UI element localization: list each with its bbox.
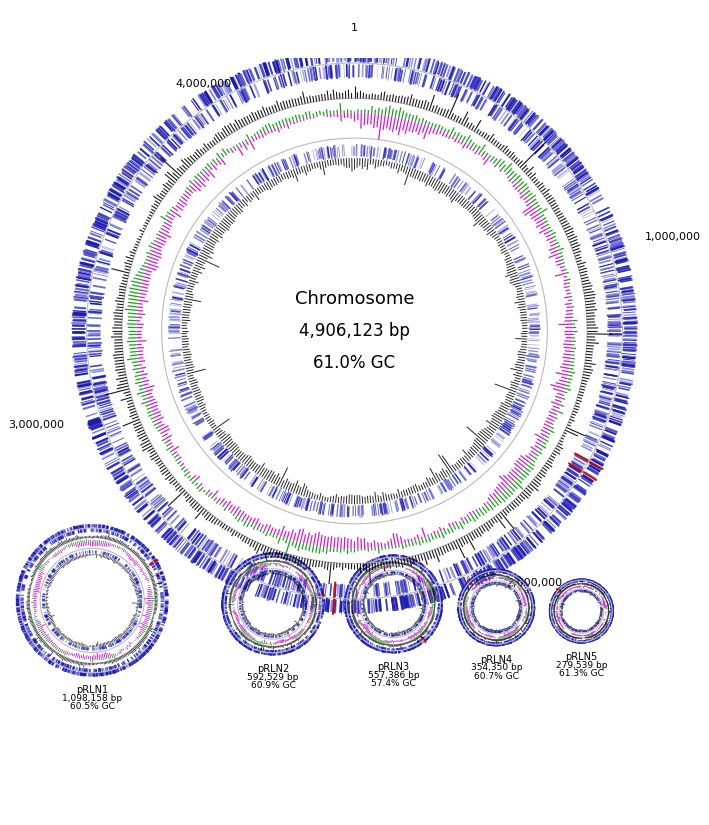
- Text: pRLN4: pRLN4: [480, 655, 513, 665]
- Text: 1,000,000: 1,000,000: [644, 232, 700, 242]
- Text: 61.0% GC: 61.0% GC: [313, 354, 396, 372]
- Text: 61.3% GC: 61.3% GC: [559, 669, 604, 678]
- Text: 60.5% GC: 60.5% GC: [69, 702, 115, 711]
- Text: 1,098,158 bp: 1,098,158 bp: [62, 694, 122, 703]
- Text: 279,539 bp: 279,539 bp: [556, 661, 607, 670]
- Text: 4,906,123 bp: 4,906,123 bp: [299, 322, 410, 340]
- Text: 592,529 bp: 592,529 bp: [247, 672, 298, 681]
- Text: 2,000,000: 2,000,000: [506, 578, 562, 587]
- Text: 57.4% GC: 57.4% GC: [371, 679, 416, 688]
- Text: 557,386 bp: 557,386 bp: [368, 671, 419, 680]
- Text: pRLN2: pRLN2: [257, 664, 289, 674]
- Text: pRLN1: pRLN1: [76, 686, 108, 695]
- Text: pRLN5: pRLN5: [565, 652, 598, 662]
- Text: 3,000,000: 3,000,000: [9, 420, 65, 430]
- Text: 354,350 bp: 354,350 bp: [471, 663, 522, 672]
- Text: 1: 1: [351, 23, 358, 33]
- Text: 4,000,000: 4,000,000: [175, 79, 231, 89]
- Text: 60.7% GC: 60.7% GC: [474, 672, 519, 681]
- Text: Chromosome: Chromosome: [295, 290, 414, 308]
- Text: 60.9% GC: 60.9% GC: [250, 681, 296, 691]
- Text: pRLN3: pRLN3: [377, 662, 410, 672]
